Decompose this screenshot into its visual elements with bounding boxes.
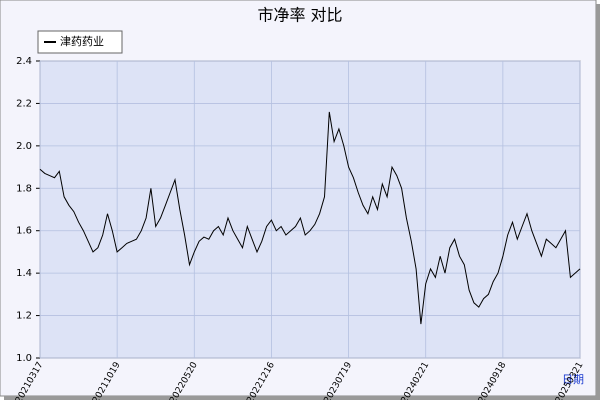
chart-title: 市净率 对比 xyxy=(257,6,342,25)
data-line xyxy=(39,111,581,325)
legend-box xyxy=(37,30,123,54)
y-tick-label: 1.6 xyxy=(16,226,32,237)
y-tick-label: 1.0 xyxy=(16,353,32,364)
x-axis-label: 日期 xyxy=(562,373,584,386)
y-tick-label: 2.2 xyxy=(16,98,32,109)
shadow xyxy=(596,4,600,400)
y-tick-label: 1.8 xyxy=(16,183,32,194)
y-tick-label: 1.2 xyxy=(16,311,32,322)
legend-label: 津药药业 xyxy=(60,35,104,48)
y-tick-label: 2.4 xyxy=(16,56,32,67)
y-tick-label: 2.0 xyxy=(16,141,32,152)
plot-area xyxy=(39,60,581,359)
y-tick-label: 1.4 xyxy=(16,268,32,279)
shadow xyxy=(4,396,600,400)
